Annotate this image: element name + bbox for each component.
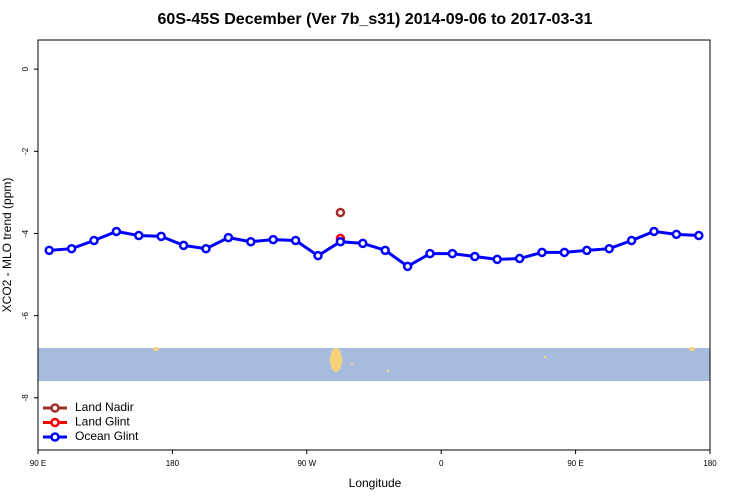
legend-marker — [50, 417, 60, 428]
data-point — [402, 261, 413, 272]
data-point — [335, 236, 346, 247]
x-tick-label: 90 W — [297, 459, 316, 468]
data-point — [492, 254, 502, 265]
y-tick-label: -4 — [21, 229, 30, 237]
chart-title: 60S-45S December (Ver 7b_s31) 2014-09-06… — [158, 11, 593, 28]
data-point — [537, 247, 547, 258]
legend-label: Ocean Glint — [75, 429, 139, 443]
x-tick-label: 90 E — [567, 459, 583, 468]
plot-frame — [37, 39, 711, 451]
data-point — [134, 230, 144, 241]
x-tick-label: 180 — [166, 459, 180, 468]
y-tick-label: -2 — [21, 147, 30, 155]
data-point — [425, 248, 435, 259]
data-point — [694, 230, 704, 241]
legend-label: Land Glint — [75, 415, 130, 429]
data-point — [671, 229, 682, 240]
data-point — [358, 238, 368, 249]
data-point — [470, 251, 480, 262]
y-axis-label: XCO2 - MLO trend (ppm) — [0, 178, 14, 313]
data-point — [649, 226, 659, 237]
data-point — [335, 207, 346, 218]
data-point — [201, 243, 211, 254]
data-point — [313, 250, 323, 261]
data-point — [44, 245, 54, 256]
data-point — [447, 248, 458, 259]
y-tick-label: -6 — [21, 312, 30, 320]
data-point — [223, 232, 234, 243]
data-point — [514, 253, 525, 264]
data-point — [89, 235, 99, 246]
x-tick-label: 180 — [703, 459, 717, 468]
legend-label: Land Nadir — [75, 400, 134, 414]
x-tick-label: 0 — [439, 459, 444, 468]
map-strip — [38, 347, 710, 381]
data-point — [246, 236, 256, 247]
data-point — [582, 245, 592, 256]
data-point — [380, 245, 390, 256]
series-line — [49, 229, 699, 269]
data-point — [111, 226, 122, 237]
data-point — [290, 235, 301, 246]
legend-marker — [50, 403, 60, 413]
y-tick-label: -8 — [21, 394, 30, 402]
data-point — [178, 240, 189, 251]
data-point — [156, 231, 166, 242]
x-axis-label: Longitude — [349, 476, 402, 490]
data-point — [626, 235, 637, 246]
y-tick-label: 0 — [21, 66, 30, 71]
data-point — [604, 243, 614, 254]
data-point — [66, 243, 77, 254]
data-point — [268, 234, 278, 245]
x-tick-label: 90 E — [30, 459, 46, 468]
data-point — [559, 247, 570, 258]
legend-marker — [50, 432, 60, 442]
